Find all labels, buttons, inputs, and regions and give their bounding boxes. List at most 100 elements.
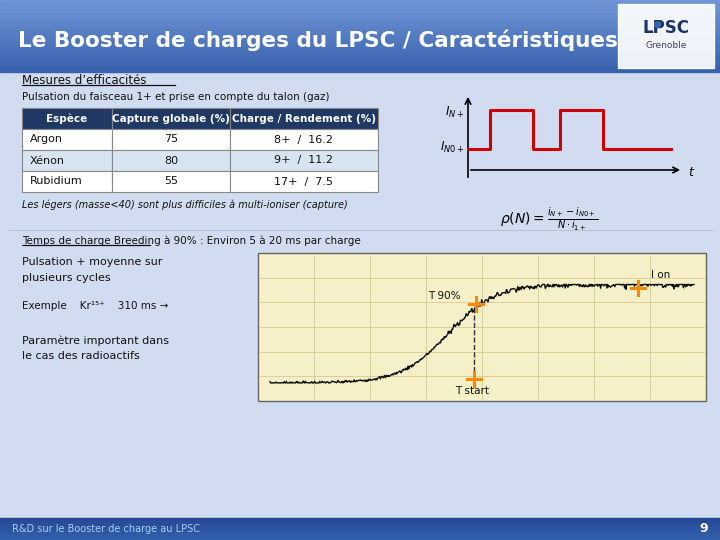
Text: 55: 55 <box>164 177 178 186</box>
Text: R&D sur le Booster de charge au LPSC: R&D sur le Booster de charge au LPSC <box>12 524 200 534</box>
Text: $I_{N+}$: $I_{N+}$ <box>445 104 464 119</box>
Bar <box>0 11 720 12</box>
Bar <box>0 62 720 63</box>
Text: Pulsation du faisceau 1+ et prise en compte du talon (gaz): Pulsation du faisceau 1+ et prise en com… <box>22 92 330 102</box>
Text: Charge / Rendement (%): Charge / Rendement (%) <box>232 113 376 124</box>
Bar <box>0 54 720 55</box>
Bar <box>0 9 720 10</box>
Text: 75: 75 <box>164 134 178 145</box>
Bar <box>0 60 720 61</box>
Bar <box>0 525 720 526</box>
Bar <box>0 0 720 1</box>
Bar <box>0 58 720 59</box>
Bar <box>0 528 720 529</box>
Text: $\rho(N) = \frac{i_{N+} - i_{N0+}}{N \cdot i_{1+}}$: $\rho(N) = \frac{i_{N+} - i_{N0+}}{N \cd… <box>500 205 598 233</box>
Bar <box>0 32 720 33</box>
Bar <box>0 28 720 29</box>
Text: I on: I on <box>651 270 670 280</box>
Text: Xénon: Xénon <box>30 156 65 165</box>
Bar <box>112 108 230 129</box>
Text: Espèce: Espèce <box>46 113 88 124</box>
Bar <box>0 66 720 67</box>
Bar <box>0 42 720 43</box>
Bar <box>0 61 720 62</box>
Bar <box>0 539 720 540</box>
Bar <box>0 533 720 534</box>
Bar <box>0 530 720 531</box>
Bar <box>0 53 720 54</box>
Bar <box>0 46 720 47</box>
Bar <box>0 527 720 528</box>
Bar <box>0 522 720 523</box>
Text: Argon: Argon <box>30 134 63 145</box>
Bar <box>22 129 112 150</box>
Bar <box>0 529 720 530</box>
Bar <box>258 253 706 401</box>
Bar <box>112 171 230 192</box>
Bar <box>0 36 720 37</box>
Bar <box>22 171 112 192</box>
Bar <box>230 129 378 150</box>
Text: Le Booster de charges du LPSC / Caractéristiques: Le Booster de charges du LPSC / Caractér… <box>18 29 618 51</box>
Text: T 90%: T 90% <box>428 291 461 301</box>
Text: Rubidium: Rubidium <box>30 177 83 186</box>
Text: $I_{N0+}$: $I_{N0+}$ <box>439 139 464 154</box>
Text: LPSC: LPSC <box>642 19 690 37</box>
Bar <box>0 538 720 539</box>
Bar <box>0 521 720 522</box>
Bar <box>0 8 720 9</box>
Bar <box>0 70 720 71</box>
Bar <box>0 1 720 2</box>
Text: T start: T start <box>456 386 490 396</box>
Bar <box>0 537 720 538</box>
Bar <box>0 23 720 24</box>
Bar <box>0 519 720 520</box>
Text: 9: 9 <box>699 523 708 536</box>
Bar <box>0 59 720 60</box>
Bar <box>0 18 720 19</box>
Bar <box>0 531 720 532</box>
Bar <box>0 14 720 15</box>
Bar <box>0 13 720 14</box>
Text: 17+  /  7.5: 17+ / 7.5 <box>274 177 333 186</box>
Bar <box>0 68 720 69</box>
Text: Pulsation + moyenne sur
plusieurs cycles: Pulsation + moyenne sur plusieurs cycles <box>22 257 163 282</box>
Bar <box>0 523 720 524</box>
Bar <box>0 64 720 65</box>
Bar <box>0 518 720 519</box>
Bar <box>0 51 720 52</box>
Text: 8+  /  16.2: 8+ / 16.2 <box>274 134 333 145</box>
Bar <box>618 4 714 68</box>
Bar <box>0 67 720 68</box>
Bar <box>230 171 378 192</box>
Bar <box>0 535 720 536</box>
Bar <box>0 37 720 38</box>
Bar <box>0 33 720 34</box>
Bar <box>0 56 720 57</box>
Bar <box>0 52 720 53</box>
Bar <box>0 19 720 20</box>
Bar <box>0 27 720 28</box>
Bar <box>0 20 720 21</box>
Bar <box>112 129 230 150</box>
Bar <box>0 532 720 533</box>
Bar <box>0 43 720 44</box>
Text: Les légers (masse<40) sont plus difficiles à multi-ioniser (capture): Les légers (masse<40) sont plus difficil… <box>22 200 348 211</box>
Bar <box>22 150 112 171</box>
Bar <box>0 15 720 16</box>
Text: Temps de charge Breeding à 90% : Environ 5 à 20 ms par charge: Temps de charge Breeding à 90% : Environ… <box>22 236 361 246</box>
Bar <box>0 3 720 4</box>
Text: Grenoble: Grenoble <box>645 42 687 51</box>
Bar <box>0 29 720 30</box>
Bar <box>0 536 720 537</box>
Text: Capture globale (%): Capture globale (%) <box>112 113 230 124</box>
Bar <box>0 69 720 70</box>
Bar <box>0 520 720 521</box>
Bar <box>0 63 720 64</box>
Bar <box>0 2 720 3</box>
Bar <box>0 5 720 6</box>
Bar <box>0 25 720 26</box>
Bar <box>0 44 720 45</box>
Bar <box>230 108 378 129</box>
Bar <box>0 17 720 18</box>
